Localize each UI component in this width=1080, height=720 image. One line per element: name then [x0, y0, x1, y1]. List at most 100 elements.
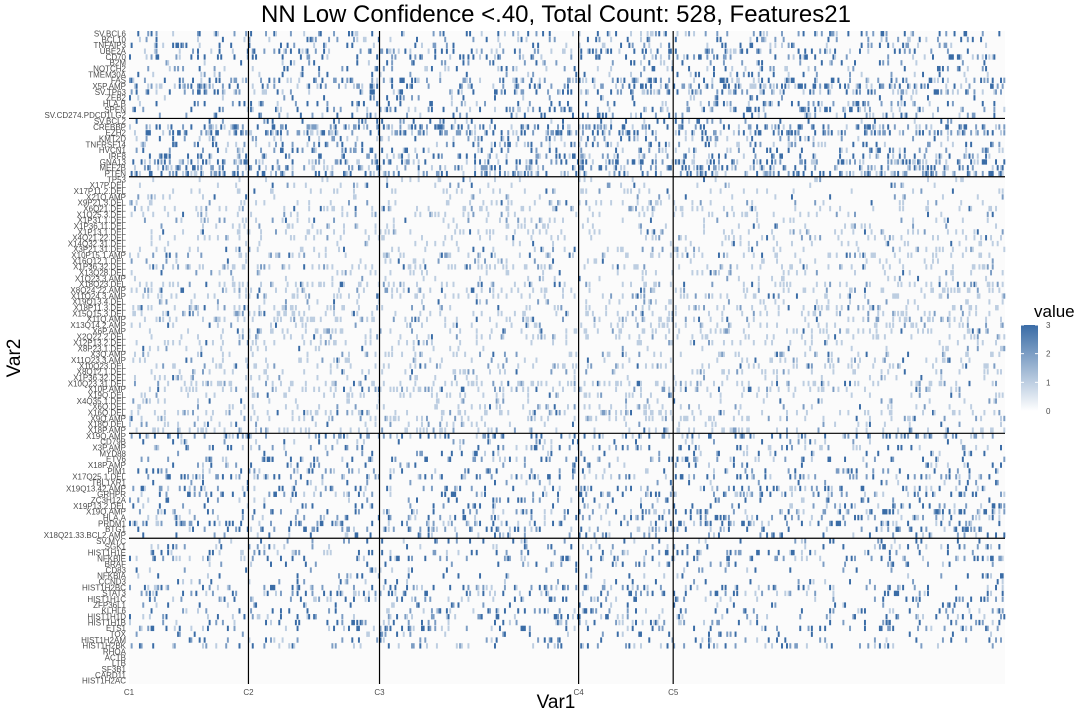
heatmap-cell	[535, 170, 538, 177]
heatmap-cell	[545, 153, 548, 159]
heatmap-cell	[314, 147, 317, 153]
heatmap-cell	[795, 170, 798, 177]
heatmap-cell	[382, 252, 385, 258]
heatmap-cell	[976, 194, 979, 200]
heatmap-cell	[411, 316, 414, 323]
heatmap-cell	[270, 252, 272, 258]
heatmap-cell	[759, 31, 762, 37]
heatmap-cell	[535, 223, 538, 229]
heatmap-cell	[208, 322, 211, 328]
heatmap-cell	[771, 153, 774, 159]
heatmap-cell	[243, 100, 246, 107]
heatmap-cell	[409, 264, 412, 270]
heatmap-cell	[591, 223, 594, 229]
heatmap-cell	[799, 211, 802, 218]
heatmap-cell	[732, 235, 735, 241]
heatmap-cell	[241, 217, 244, 223]
heatmap-cell	[177, 42, 180, 49]
heatmap-cell	[986, 264, 989, 270]
heatmap-cell	[752, 31, 755, 37]
heatmap-cell	[238, 287, 241, 293]
heatmap-cell	[573, 380, 576, 387]
heatmap-cell	[659, 170, 662, 177]
heatmap-cell	[148, 124, 151, 130]
heatmap-cell	[147, 351, 150, 358]
heatmap-cell	[497, 65, 500, 72]
heatmap-cell	[162, 316, 165, 323]
heatmap-cell	[352, 310, 355, 317]
heatmap-cell	[844, 380, 847, 387]
heatmap-cell	[563, 106, 566, 113]
heatmap-cell	[138, 100, 141, 107]
heatmap-cell	[764, 83, 767, 89]
heatmap-cell	[915, 112, 918, 118]
heatmap-cell	[150, 31, 153, 37]
heatmap-cell	[520, 77, 523, 83]
heatmap-cell	[253, 363, 256, 369]
heatmap-cell	[722, 369, 725, 375]
heatmap-cell	[387, 124, 390, 130]
heatmap-cell	[635, 77, 637, 83]
heatmap-cell	[681, 112, 684, 118]
heatmap-cell	[800, 334, 803, 340]
heatmap-cell	[459, 340, 462, 346]
heatmap-cell	[538, 229, 541, 235]
heatmap-cell	[235, 89, 238, 95]
heatmap-cell	[643, 106, 646, 113]
heatmap-cell	[633, 135, 636, 142]
heatmap-cell	[432, 153, 435, 159]
heatmap-cell	[218, 270, 221, 276]
heatmap-cell	[656, 118, 659, 124]
heatmap-cell	[995, 124, 998, 130]
heatmap-cell	[935, 217, 938, 223]
heatmap-cell	[771, 357, 774, 363]
heatmap-cell	[421, 42, 423, 49]
heatmap-cell	[795, 293, 798, 299]
heatmap-cell	[469, 229, 472, 235]
heatmap-cell	[409, 363, 412, 369]
heatmap-cell	[479, 124, 482, 130]
heatmap-cell	[359, 48, 362, 54]
heatmap-cell	[178, 54, 181, 60]
heatmap-cell	[825, 287, 828, 293]
heatmap-cell	[356, 83, 359, 89]
heatmap-cell	[339, 235, 342, 241]
heatmap-cell	[985, 275, 988, 282]
heatmap-cell	[411, 328, 414, 334]
heatmap-cell	[878, 83, 881, 89]
heatmap-cell	[968, 305, 971, 311]
heatmap-cell	[744, 170, 747, 177]
heatmap-cell	[245, 153, 248, 159]
heatmap-cell	[965, 31, 968, 37]
heatmap-cell	[187, 328, 190, 334]
heatmap-cell	[789, 264, 792, 270]
heatmap-cell	[673, 83, 676, 89]
heatmap-cell	[449, 194, 452, 200]
heatmap-cell	[401, 89, 404, 95]
heatmap-cell	[616, 270, 619, 276]
heatmap-cell	[265, 345, 268, 352]
heatmap-cell	[243, 316, 246, 323]
heatmap-cell	[643, 299, 646, 305]
heatmap-cell	[571, 153, 574, 159]
heatmap-cell	[568, 124, 571, 130]
heatmap-cell	[558, 100, 561, 107]
heatmap-cell	[517, 31, 520, 37]
heatmap-cell	[535, 159, 538, 165]
heatmap-cell	[626, 374, 629, 381]
heatmap-cell	[719, 118, 722, 124]
heatmap-cell	[641, 48, 644, 54]
heatmap-cell	[233, 310, 236, 317]
heatmap-cell	[533, 322, 536, 328]
heatmap-cell	[897, 310, 900, 317]
heatmap-cell	[719, 36, 722, 43]
heatmap-cell	[885, 31, 888, 37]
heatmap-cell	[956, 287, 959, 293]
heatmap-cell	[440, 357, 443, 363]
heatmap-cell	[235, 141, 238, 148]
heatmap-cell	[545, 229, 548, 235]
heatmap-cell	[620, 165, 623, 171]
heatmap-cell	[776, 240, 779, 247]
heatmap-cell	[494, 165, 496, 171]
heatmap-cell	[722, 83, 725, 89]
